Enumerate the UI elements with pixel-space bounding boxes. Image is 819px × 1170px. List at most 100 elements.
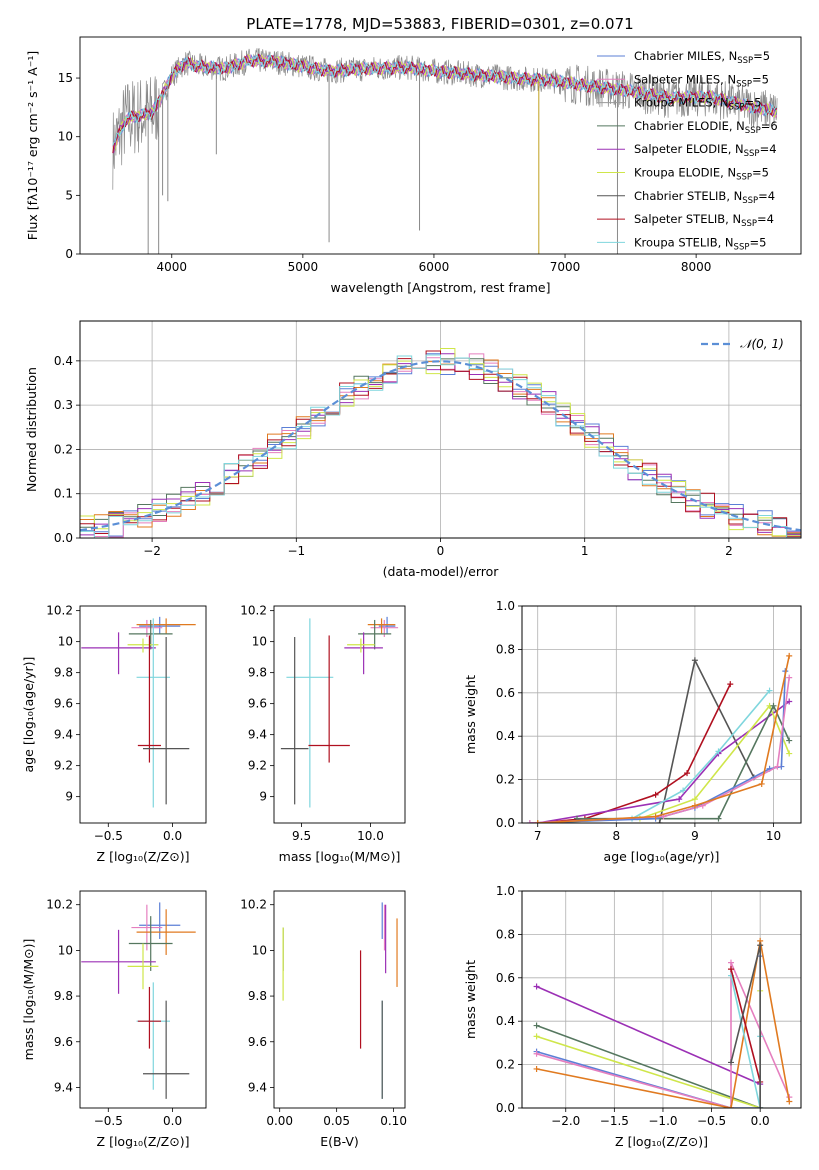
- x-tick-label: 0.05: [323, 1114, 350, 1128]
- panel-residuals: −2 −1 0 1 2 0.0 0.1 0.2 0.3 0.4 (data-model)/error…: [24, 320, 802, 579]
- y-axis-label: mass [log₁₀(M/M⊙)]: [21, 939, 36, 1061]
- y-tick-label: 9.8: [54, 989, 73, 1003]
- point-marker: [684, 770, 691, 777]
- x-tick-label: 8000: [681, 260, 712, 274]
- legend-label: Chabrier STELIB, NSSP=4: [634, 189, 775, 206]
- legend-base: Salpeter STELIB, N: [634, 212, 741, 226]
- x-tick-label: 2: [725, 544, 733, 558]
- axes-frame: [273, 890, 406, 1109]
- axes-frame: [521, 605, 802, 824]
- legend-eq: =4: [758, 189, 775, 203]
- plot-area: [80, 348, 801, 538]
- series-salp_stelib: [730, 968, 761, 1083]
- panel-spectrum: 4000 5000 6000 7000 8000 0 5 10 15 wavelength [An…: [25, 36, 802, 295]
- y-tick-label: 0.4: [496, 1014, 515, 1028]
- legend-label: Kroupa MILES, NSSP=5: [634, 96, 761, 113]
- panel-weight_vs_age: 7 8 9 10 0.0 0.2 0.4 0.6 0.8 1.0 age [log₁₀(age/yr…: [463, 599, 802, 864]
- x-tick-label: 0: [437, 544, 445, 558]
- legend-base: Salpeter ELODIE, N: [634, 142, 744, 156]
- x-axis-label: Z [log₁₀(Z/Z⊙)]: [97, 1134, 190, 1149]
- plot-area: [282, 902, 398, 1099]
- x-tick-label: 8: [612, 829, 620, 843]
- y-tick-label: 0.8: [496, 927, 515, 941]
- legend-base: Kroupa MILES, N: [634, 96, 729, 110]
- x-tick-label: −2: [143, 544, 161, 558]
- legend-sub: SSP: [744, 149, 760, 159]
- y-tick-label: 9.4: [248, 728, 267, 742]
- legend-sub: SSP: [741, 219, 757, 229]
- plot-area: [81, 902, 196, 1099]
- legend-label: Salpeter ELODIE, NSSP=4: [634, 142, 777, 159]
- plot-area: [280, 616, 399, 808]
- legend-eq: =5: [749, 235, 766, 249]
- x-tick-label: −1.5: [600, 1114, 629, 1128]
- x-tick-label: 0.10: [380, 1114, 407, 1128]
- point-marker: [786, 652, 793, 659]
- point-marker: [533, 1065, 540, 1072]
- panel-age_vs_Z: −0.5 0.0 9 9.2 9.4 9.6 9.8 10 10.2 Z [log₁₀(Z/Z⊙)…: [21, 604, 207, 864]
- plot-area: [112, 47, 778, 254]
- point-marker: [534, 820, 541, 823]
- x-axis-label: wavelength [Angstrom, rest frame]: [330, 280, 550, 295]
- point-marker: [786, 750, 793, 757]
- point-marker: [715, 815, 722, 822]
- point-marker: [757, 1105, 764, 1108]
- plot-area: [526, 652, 793, 823]
- point-marker: [526, 820, 533, 823]
- point-marker: [766, 687, 773, 694]
- axes-frame: [273, 605, 406, 824]
- y-tick-label: 9.6: [248, 697, 267, 711]
- axes-frame: [79, 890, 207, 1109]
- plot-area: [81, 616, 196, 808]
- y-tick-label: 1.0: [496, 599, 515, 613]
- y-tick-label: 9.2: [54, 759, 73, 773]
- x-axis-label: mass [log₁₀(M/M⊙)]: [279, 849, 401, 864]
- y-tick-label: 10: [58, 943, 73, 957]
- y-tick-label: 15: [58, 71, 73, 85]
- normal-curve: [80, 360, 801, 532]
- y-tick-label: 0.6: [496, 686, 515, 700]
- panel-mass_vs_ebv: 0.00 0.05 0.10 9.4 9.6 9.8 10 10.2 E(B-V): [240, 890, 407, 1149]
- axes-frame: [79, 605, 207, 824]
- normal-legend-label: 𝒩(0, 1): [740, 337, 784, 351]
- y-tick-label: 10: [252, 943, 267, 957]
- y-tick-label: 9.2: [248, 759, 267, 773]
- x-tick-label: −1.0: [648, 1114, 677, 1128]
- axes-frame: [521, 890, 802, 1109]
- point-marker: [680, 787, 687, 794]
- panel-mass_vs_Z: −0.5 0.0 9.4 9.6 9.8 10 10.2 Z [log₁₀(Z/Z⊙)] mas…: [21, 890, 207, 1149]
- point-marker: [533, 1033, 540, 1040]
- x-tick-label: 9: [691, 829, 699, 843]
- point-marker: [652, 813, 659, 820]
- y-axis-label: Normed distribution: [24, 367, 39, 492]
- legend-eq: =5: [752, 166, 769, 180]
- point-marker: [691, 796, 698, 803]
- legend-sub: SSP: [736, 173, 752, 183]
- point-marker: [786, 674, 793, 681]
- series-krou_elodie: [536, 990, 761, 1108]
- y-tick-label: 10: [252, 635, 267, 649]
- x-tick-label: 0.0: [751, 1114, 770, 1128]
- legend-sub: SSP: [736, 79, 752, 89]
- panel-weight_vs_Z: −2.0 −1.5 −1.0 −0.5 0.0 0.0 0.2 0.4 0.6 0.8 1.0 Z […: [463, 884, 802, 1149]
- series-salp_miles: [529, 677, 790, 823]
- y-axis-label: mass weight: [463, 960, 478, 1039]
- legend-label: Chabrier MILES, NSSP=5: [634, 49, 770, 66]
- x-tick-label: −1: [287, 544, 305, 558]
- series-chab_elodie: [577, 703, 790, 820]
- spectrum-model-krou_stelib: [112, 53, 777, 146]
- legend-base: Salpeter MILES, N: [634, 72, 736, 86]
- x-tick-label: 4000: [156, 260, 187, 274]
- x-tick-label: −0.5: [94, 829, 123, 843]
- legend-eq: =5: [744, 96, 761, 110]
- legend-label: Chabrier ELODIE, NSSP=6: [634, 119, 778, 136]
- x-axis-label: age [log₁₀(age/yr)]: [604, 849, 720, 864]
- y-tick-label: 0.4: [54, 354, 73, 368]
- x-tick-label: 0.0: [163, 829, 182, 843]
- legend-label: Salpeter STELIB, NSSP=4: [634, 212, 774, 229]
- x-tick-label: −0.5: [94, 1114, 123, 1128]
- legend-sub: SSP: [729, 103, 745, 113]
- y-axis-label: age [log₁₀(age/yr)]: [21, 657, 36, 773]
- point-marker: [727, 681, 734, 688]
